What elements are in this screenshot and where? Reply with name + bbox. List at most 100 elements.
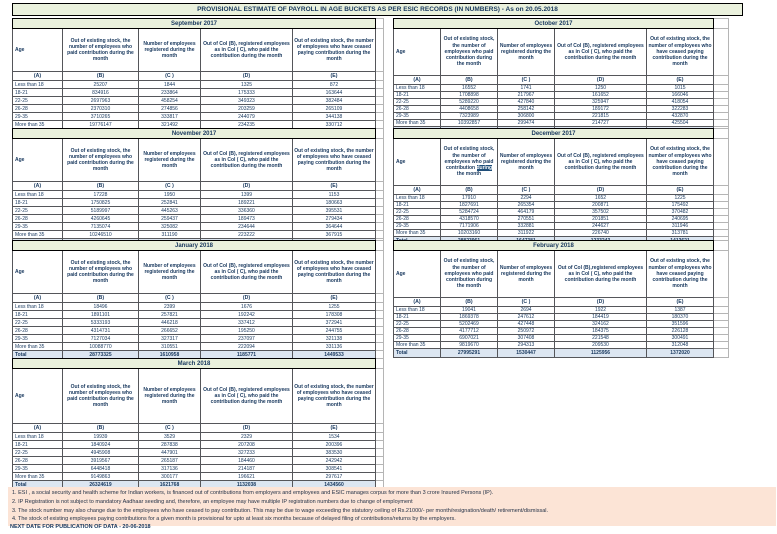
ghost-cell: [375, 190, 384, 199]
value-cell: 226740: [554, 229, 647, 237]
ghost-cell: [713, 105, 729, 113]
value-cell: 244755: [292, 326, 376, 335]
value-cell: 189221: [200, 198, 293, 207]
value-cell: 161652: [554, 91, 647, 99]
ghost-cell: [713, 341, 729, 349]
value-cell: 325947: [554, 98, 647, 106]
value-cell: 237097: [200, 334, 293, 343]
value-cell: 5333193: [62, 318, 139, 327]
value-cell: 1922: [554, 306, 647, 314]
value-cell: 445263: [138, 206, 201, 215]
value-cell: 226128: [646, 327, 714, 335]
table-row: Less than 18 17910 2294 1652 1225: [393, 194, 729, 202]
month-table: November 2017 Age Out of existing stock, t…: [12, 128, 384, 248]
column-letter: (B): [440, 297, 498, 307]
month-title: October 2017: [393, 18, 714, 29]
value-cell: 1153: [292, 190, 376, 199]
age-group-cell: 26-28: [12, 456, 63, 465]
table-row: 22-25 4945908 447901 327233 383530: [12, 448, 384, 457]
ghost-cell: [713, 119, 729, 127]
ghost-cell: [375, 326, 384, 335]
value-cell: 1652: [554, 194, 647, 202]
value-cell: 221548: [554, 334, 647, 342]
value-cell: 299474: [497, 119, 555, 127]
col-header-ceased: Out of existing stock, the number of emp…: [646, 138, 714, 186]
ghost-cell: [375, 18, 384, 29]
value-cell: 3710265: [62, 112, 139, 121]
col-header-age: Age: [393, 250, 441, 298]
ghost-cell: [375, 198, 384, 207]
value-cell: 257821: [138, 310, 201, 319]
age-group-cell: Less than 18: [12, 302, 63, 311]
column-letter: (D): [200, 181, 293, 191]
value-cell: 1676: [200, 302, 293, 311]
table-row: More than 35 9149863 300177 196621 297617: [12, 472, 384, 481]
ghost-cell: [375, 440, 384, 449]
value-cell: 327233: [200, 448, 293, 457]
table-row: 22-25 5284724 464179 357502 370482: [393, 208, 729, 216]
ghost-cell: [713, 215, 729, 223]
value-cell: 1255: [292, 302, 376, 311]
value-cell: 5189997: [62, 206, 139, 215]
table-row: Less than 18 19939 3529 2329 1534: [12, 432, 384, 441]
age-group-cell: 22-25: [393, 208, 441, 216]
age-group-cell: 18-21: [12, 310, 63, 319]
col-header-registered-paid: Out of Col (B), registered employees as …: [200, 138, 293, 182]
col-header-registered: Number of employees registered during th…: [497, 138, 555, 186]
value-cell: 306800: [497, 112, 555, 120]
value-cell: 200396: [292, 440, 376, 449]
table-row: 29-35 7323989 306800 221815 432870: [393, 112, 729, 120]
value-cell: 344138: [292, 112, 376, 121]
ghost-cell: [375, 318, 384, 327]
ghost-cell: [713, 84, 729, 92]
col-header-registered: Number of employees registered during th…: [497, 28, 555, 76]
col-header-age: Age: [393, 28, 441, 76]
column-letter: (A): [393, 185, 441, 195]
value-cell: 2370310: [62, 104, 139, 113]
col-header-age: Age: [12, 138, 63, 182]
value-cell: 201851: [554, 215, 647, 223]
value-cell: 163644: [292, 88, 376, 97]
ghost-cell: [713, 128, 729, 139]
ghost-cell: [375, 464, 384, 473]
value-cell: 300177: [138, 472, 201, 481]
value-cell: 221815: [554, 112, 647, 120]
value-cell: 9149863: [62, 472, 139, 481]
ghost-cell: [375, 88, 384, 97]
value-cell: 370482: [646, 208, 714, 216]
age-group-cell: More than 35: [393, 229, 441, 237]
value-cell: 1534: [292, 432, 376, 441]
value-cell: 17228: [62, 190, 139, 199]
ghost-cell: [713, 297, 729, 307]
table-row: 18-21 1708898 217967 161652 166046: [393, 91, 729, 99]
value-cell: 244079: [200, 112, 293, 121]
total-value-cell: 1125956: [554, 348, 647, 358]
value-cell: 7323989: [440, 112, 498, 120]
value-cell: 321138: [292, 334, 376, 343]
value-cell: 1891101: [62, 310, 139, 319]
month-table: February 2018 Age Out of existing stock, t…: [393, 240, 729, 358]
ghost-cell: [713, 313, 729, 321]
value-cell: 244627: [554, 222, 647, 230]
footnote-line: 1. ESI , a social security and health sc…: [12, 490, 494, 496]
col-header-paid: Out of existing stock, the number of emp…: [440, 138, 498, 186]
value-cell: 313781: [646, 229, 714, 237]
month-table: September 2017 Age Out of existing stock, …: [12, 18, 384, 138]
ghost-cell: [375, 240, 384, 251]
ghost-cell: [713, 18, 729, 29]
ghost-cell: [375, 456, 384, 465]
value-cell: 458254: [138, 96, 201, 105]
value-cell: 4177712: [440, 327, 498, 335]
value-cell: 184460: [200, 456, 293, 465]
value-cell: 311190: [138, 230, 201, 239]
ghost-cell: [375, 104, 384, 113]
total-value-cell: 27995291: [440, 348, 498, 358]
value-cell: 4314731: [62, 326, 139, 335]
age-group-cell: More than 35: [12, 342, 63, 351]
age-group-cell: 29-35: [12, 112, 63, 121]
value-cell: 196621: [200, 472, 293, 481]
ghost-cell: [713, 334, 729, 342]
value-cell: 427840: [497, 98, 555, 106]
table-row: 18-21 1827691 265354 200871 175492: [393, 201, 729, 209]
month-title: September 2017: [12, 18, 376, 29]
